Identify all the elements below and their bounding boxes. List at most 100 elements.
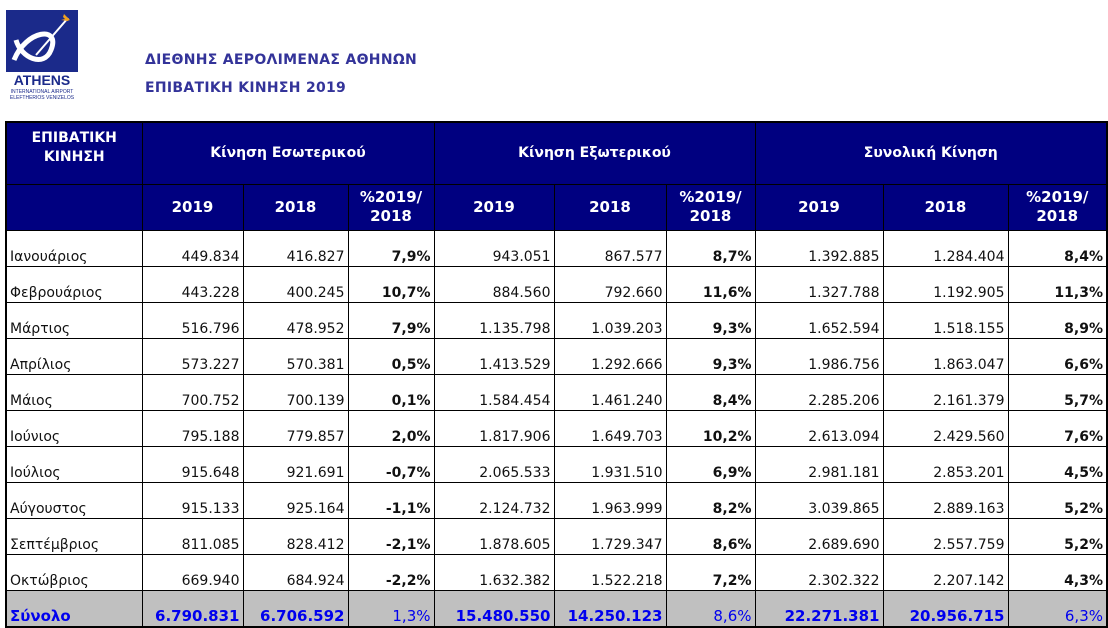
- value-cell: 684.924: [242, 554, 349, 591]
- table-row: Σεπτέμβριος 811.085 828.412 -2,1% 1.878.605 1…: [5, 518, 1108, 555]
- value-cell: 1.461.240: [553, 374, 667, 411]
- value-cell: 700.752: [141, 374, 244, 411]
- subheader-2018: 2018: [242, 184, 349, 231]
- month-cell: Μάιος: [5, 374, 143, 411]
- value-cell: 2.689.690: [754, 518, 884, 555]
- value-cell: 400.245: [242, 266, 349, 303]
- subheader-change: %2019/ 2018: [665, 184, 756, 231]
- change-cell: 6,6%: [1007, 338, 1108, 375]
- month-cell: Σύνολο: [5, 590, 143, 628]
- month-cell: Ιανουάριος: [5, 230, 143, 267]
- subheader-empty: [5, 184, 143, 231]
- corner-header: ΕΠΙΒΑΤΙΚΗ ΚΙΝΗΣΗ: [5, 121, 143, 185]
- svg-text:ATHENS: ATHENS: [14, 72, 71, 88]
- change-cell: 6,9%: [665, 446, 756, 483]
- subheader-change: %2019/ 2018: [347, 184, 435, 231]
- value-cell: 2.302.322: [754, 554, 884, 591]
- table-row: Ιούνιος 795.188 779.857 2,0% 1.817.906 1.649.…: [5, 410, 1108, 447]
- value-cell: 416.827: [242, 230, 349, 267]
- change-cell: 8,4%: [1007, 230, 1108, 267]
- subheader-2019: 2019: [754, 184, 884, 231]
- value-cell: 1.522.218: [553, 554, 667, 591]
- value-cell: 570.381: [242, 338, 349, 375]
- value-cell: 884.560: [433, 266, 555, 303]
- value-cell: 443.228: [141, 266, 244, 303]
- value-cell: 22.271.381: [754, 590, 884, 628]
- table-row: Ιούλιος 915.648 921.691 -0,7% 2.065.533 1.931…: [5, 446, 1108, 483]
- change-cell: 10,2%: [665, 410, 756, 447]
- value-cell: 1.986.756: [754, 338, 884, 375]
- change-cell: -2,1%: [347, 518, 435, 555]
- value-cell: 2.613.094: [754, 410, 884, 447]
- value-cell: 1.413.529: [433, 338, 555, 375]
- value-cell: 1.652.594: [754, 302, 884, 339]
- value-cell: 1.135.798: [433, 302, 555, 339]
- table-row: Απρίλιος 573.227 570.381 0,5% 1.413.529 1.292…: [5, 338, 1108, 375]
- value-cell: 15.480.550: [433, 590, 555, 628]
- value-cell: 573.227: [141, 338, 244, 375]
- value-cell: 2.889.163: [882, 482, 1009, 519]
- change-cell: 6,3%: [1007, 590, 1108, 628]
- subheader-change: %2019/ 2018: [1007, 184, 1108, 231]
- change-cell: 8,4%: [665, 374, 756, 411]
- value-cell: 1.931.510: [553, 446, 667, 483]
- value-cell: 1.292.666: [553, 338, 667, 375]
- value-cell: 1.192.905: [882, 266, 1009, 303]
- value-cell: 478.952: [242, 302, 349, 339]
- change-cell: 4,3%: [1007, 554, 1108, 591]
- value-cell: 449.834: [141, 230, 244, 267]
- value-cell: 1.518.155: [882, 302, 1009, 339]
- value-cell: 779.857: [242, 410, 349, 447]
- table-row: Μάιος 700.752 700.139 0,1% 1.584.454 1.461.24…: [5, 374, 1108, 411]
- month-cell: Μάρτιος: [5, 302, 143, 339]
- change-cell: 10,7%: [347, 266, 435, 303]
- table-row: Μάρτιος 516.796 478.952 7,9% 1.135.798 1.039.…: [5, 302, 1108, 339]
- change-cell: 7,6%: [1007, 410, 1108, 447]
- table-row: Φεβρουάριος 443.228 400.245 10,7% 884.560 792…: [5, 266, 1108, 303]
- value-cell: 20.956.715: [882, 590, 1009, 628]
- value-cell: 1.963.999: [553, 482, 667, 519]
- subheader-row: 2019 2018 %2019/ 2018 2019 2018 %2019/ 2018 20…: [5, 184, 1108, 231]
- change-cell: 5,2%: [1007, 482, 1108, 519]
- value-cell: 2.065.533: [433, 446, 555, 483]
- change-cell: 9,3%: [665, 338, 756, 375]
- value-cell: 2.124.732: [433, 482, 555, 519]
- value-cell: 2.429.560: [882, 410, 1009, 447]
- month-cell: Οκτώβριος: [5, 554, 143, 591]
- value-cell: 1.817.906: [433, 410, 555, 447]
- group-header-international: Κίνηση Εξωτερικού: [433, 121, 756, 185]
- subheader-2018: 2018: [553, 184, 667, 231]
- change-cell: 7,9%: [347, 302, 435, 339]
- value-cell: 2.557.759: [882, 518, 1009, 555]
- value-cell: 6.706.592: [242, 590, 349, 628]
- change-cell: 1,3%: [347, 590, 435, 628]
- change-cell: 11,3%: [1007, 266, 1108, 303]
- value-cell: 943.051: [433, 230, 555, 267]
- change-cell: -0,7%: [347, 446, 435, 483]
- value-cell: 915.133: [141, 482, 244, 519]
- svg-text:ELEFTHERIOS VENIZELOS: ELEFTHERIOS VENIZELOS: [10, 95, 75, 101]
- month-cell: Σεπτέμβριος: [5, 518, 143, 555]
- total-row: Σύνολο 6.790.831 6.706.592 1,3% 15.480.550 14…: [5, 590, 1108, 628]
- value-cell: 1.392.885: [754, 230, 884, 267]
- change-cell: 4,5%: [1007, 446, 1108, 483]
- month-cell: Απρίλιος: [5, 338, 143, 375]
- passenger-traffic-table: ΕΠΙΒΑΤΙΚΗ ΚΙΝΗΣΗ Κίνηση Εσωτερικού Κίνησ…: [5, 121, 1108, 628]
- value-cell: 1.584.454: [433, 374, 555, 411]
- value-cell: 828.412: [242, 518, 349, 555]
- change-cell: 8,7%: [665, 230, 756, 267]
- value-cell: 1.284.404: [882, 230, 1009, 267]
- page-subtitle: ΕΠΙΒΑΤΙΚΗ ΚΙΝΗΣΗ 2019: [145, 80, 347, 96]
- change-cell: 8,6%: [665, 590, 756, 628]
- value-cell: 2.161.379: [882, 374, 1009, 411]
- change-cell: 0,1%: [347, 374, 435, 411]
- value-cell: 700.139: [242, 374, 349, 411]
- group-header-total: Συνολική Κίνηση: [754, 121, 1108, 185]
- value-cell: 2.853.201: [882, 446, 1009, 483]
- value-cell: 3.039.865: [754, 482, 884, 519]
- subheader-2019: 2019: [433, 184, 555, 231]
- value-cell: 6.790.831: [141, 590, 244, 628]
- value-cell: 795.188: [141, 410, 244, 447]
- change-cell: -2,2%: [347, 554, 435, 591]
- table-row: Ιανουάριος 449.834 416.827 7,9% 943.051 867.5…: [5, 230, 1108, 267]
